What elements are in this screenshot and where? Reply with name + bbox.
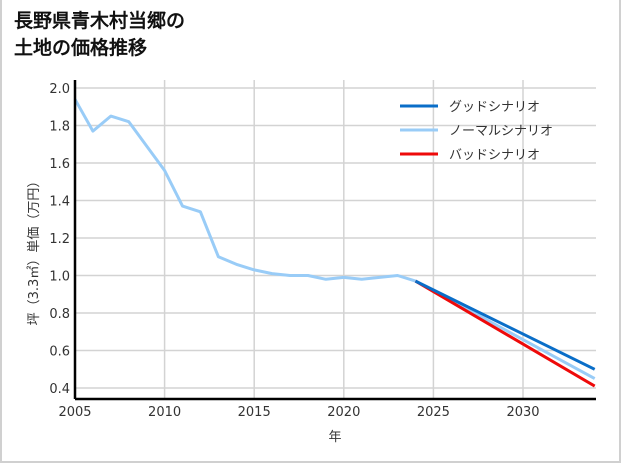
x-tick-label: 2015: [238, 405, 271, 420]
title-line-2: 土地の価格推移: [14, 37, 148, 59]
x-tick-label: 2025: [417, 405, 450, 420]
y-tick-label: 0.6: [49, 345, 70, 360]
chart-title: 長野県青木村当郷の 土地の価格推移: [14, 8, 185, 62]
series-line: [414, 279, 596, 388]
grid-lines: [75, 80, 596, 399]
series-line: [414, 279, 596, 371]
series-line: [73, 98, 596, 380]
y-tick-label: 1.2: [49, 232, 70, 247]
axes: 0.4 0.6 0.8 1.0 1.2 1.4 1.6 1.8 2.0 2005 2010 2015 2…: [26, 80, 596, 445]
y-tick-label: 1.8: [49, 120, 70, 135]
x-axis-label: 年: [328, 430, 341, 445]
legend-label: ノーマルシナリオ: [449, 124, 553, 139]
x-tick-label: 2030: [506, 405, 539, 420]
y-tick-label: 0.8: [49, 307, 70, 322]
x-tick-label: 2020: [327, 405, 360, 420]
y-tick-label: 1.4: [49, 195, 70, 210]
y-tick-label: 1.0: [49, 270, 70, 285]
title-line-1: 長野県青木村当郷の: [14, 10, 186, 32]
legend-label: バッドシナリオ: [449, 148, 540, 163]
x-tick-label: 2005: [58, 405, 91, 420]
data-lines: [73, 98, 596, 388]
y-tick-label: 0.4: [49, 382, 70, 397]
y-tick-label: 2.0: [49, 82, 70, 97]
y-axis-label: 坪（3.3㎡）単価（万円）: [26, 175, 42, 326]
y-tick-label: 1.6: [49, 157, 70, 172]
x-tick-label: 2010: [148, 405, 181, 420]
legend-label: グッドシナリオ: [449, 100, 540, 115]
